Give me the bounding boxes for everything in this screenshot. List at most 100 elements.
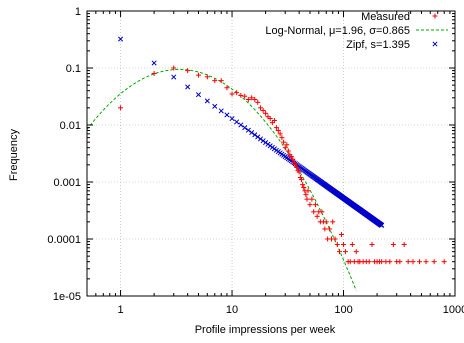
lognormal-fit-line <box>86 68 357 291</box>
y-tick-label: 0.01 <box>60 120 81 132</box>
legend-entry: Measured <box>361 11 438 23</box>
measured-point <box>305 188 311 194</box>
measured-point <box>303 192 309 198</box>
zipf-series <box>118 36 385 228</box>
measured-point <box>300 182 306 188</box>
measured-point <box>285 148 291 154</box>
zipf-point <box>245 127 251 133</box>
zipf-point <box>151 60 157 66</box>
measured-point <box>431 259 437 265</box>
measured-point <box>294 164 300 170</box>
zipf-point <box>249 130 255 136</box>
cross-mark-b <box>245 127 251 133</box>
measured-point <box>151 71 157 77</box>
measured-point <box>279 135 285 141</box>
measured-point <box>212 78 218 84</box>
measured-point <box>255 99 261 105</box>
zipf-point <box>204 98 210 104</box>
legend-sample-measured <box>432 13 438 19</box>
measured-point <box>260 107 266 113</box>
legend-entry: Log-Normal, μ=1.96, σ=0.865 <box>265 25 448 37</box>
y-tick-label: 0.001 <box>53 177 81 189</box>
cross-mark-b <box>212 103 218 109</box>
measured-point <box>307 202 313 208</box>
legend-label: Zipf, s=1.395 <box>346 39 410 51</box>
measured-point <box>275 128 281 134</box>
y-axis-title: Frequency <box>8 129 20 181</box>
y-tick-label: 1e-05 <box>53 291 81 303</box>
measured-point <box>299 177 305 183</box>
zipf-point <box>229 116 235 122</box>
measured-point <box>401 242 407 248</box>
measured-point <box>330 219 336 225</box>
legend: Measured Log-Normal, μ=1.96, σ=0.865 Zipf,… <box>265 11 448 51</box>
zipf-point <box>224 112 230 118</box>
measured-point <box>323 219 329 225</box>
measured-point <box>309 196 315 202</box>
measured-point <box>416 259 422 265</box>
measured-point <box>339 231 345 237</box>
measured-point <box>281 139 287 145</box>
measured-point <box>249 95 255 101</box>
zipf-point <box>252 132 258 138</box>
measured-point <box>267 116 273 122</box>
measured-point <box>218 78 224 84</box>
measured-point <box>284 142 290 148</box>
cross-mark-b <box>249 130 255 136</box>
x-tick-label: 100 <box>334 304 352 316</box>
measured-point <box>322 226 328 232</box>
measured-point <box>185 68 191 74</box>
measured-point <box>263 110 269 116</box>
measured-point <box>296 169 302 175</box>
zipf-point <box>218 108 224 114</box>
zipf-point <box>195 92 202 98</box>
measured-point <box>332 236 338 242</box>
cross-mark-b <box>242 125 248 131</box>
measured-point <box>405 259 411 265</box>
cross-mark-b <box>255 134 261 140</box>
cross-mark-b <box>224 112 230 118</box>
measured-point <box>441 259 447 265</box>
measured-point <box>257 105 263 111</box>
measured-point <box>238 92 244 98</box>
measured-point <box>336 249 342 255</box>
cross-mark-b <box>118 36 124 42</box>
measured-point <box>290 156 296 162</box>
zipf-point <box>255 134 261 140</box>
zipf-point <box>260 138 266 144</box>
cross-mark-b <box>238 122 244 128</box>
measured-point <box>273 125 279 131</box>
measured-point <box>277 131 283 137</box>
x-tick-label: 1 <box>117 304 123 316</box>
y-tick-label: 0.0001 <box>47 234 81 246</box>
measured-point <box>271 117 277 123</box>
zipf-point <box>257 136 264 142</box>
measured-point <box>242 93 248 99</box>
x-axis-title: Profile impressions per week <box>195 324 336 336</box>
measured-point <box>312 202 318 208</box>
measured-point <box>224 85 230 91</box>
legend-entry: Zipf, s=1.395 <box>346 39 438 51</box>
cross-mark-b <box>260 138 266 144</box>
measured-point <box>410 259 416 265</box>
measured-point <box>301 185 307 191</box>
cross-mark-b <box>432 41 438 47</box>
axis-ticks: 1 0.1 0.01 0.001 0.0001 1e-05 1 10 100 1000 <box>47 6 464 316</box>
x-tick-label: 1000 <box>443 304 464 316</box>
measured-point <box>195 72 201 78</box>
zipf-point <box>171 74 177 80</box>
y-tick-label: 1 <box>75 6 81 18</box>
measured-point <box>304 196 310 202</box>
cross-mark-b <box>229 116 235 122</box>
cross-mark-b <box>195 92 202 98</box>
legend-label: Log-Normal, μ=1.96, σ=0.865 <box>265 25 410 37</box>
legend-label: Measured <box>361 11 410 23</box>
measured-point <box>311 209 317 215</box>
plot-frame <box>86 10 456 297</box>
measured-point <box>387 259 393 265</box>
measured-point <box>319 209 325 215</box>
x-tick-label: 10 <box>226 304 238 316</box>
cross-mark-b <box>185 84 191 90</box>
measured-point <box>229 91 235 97</box>
